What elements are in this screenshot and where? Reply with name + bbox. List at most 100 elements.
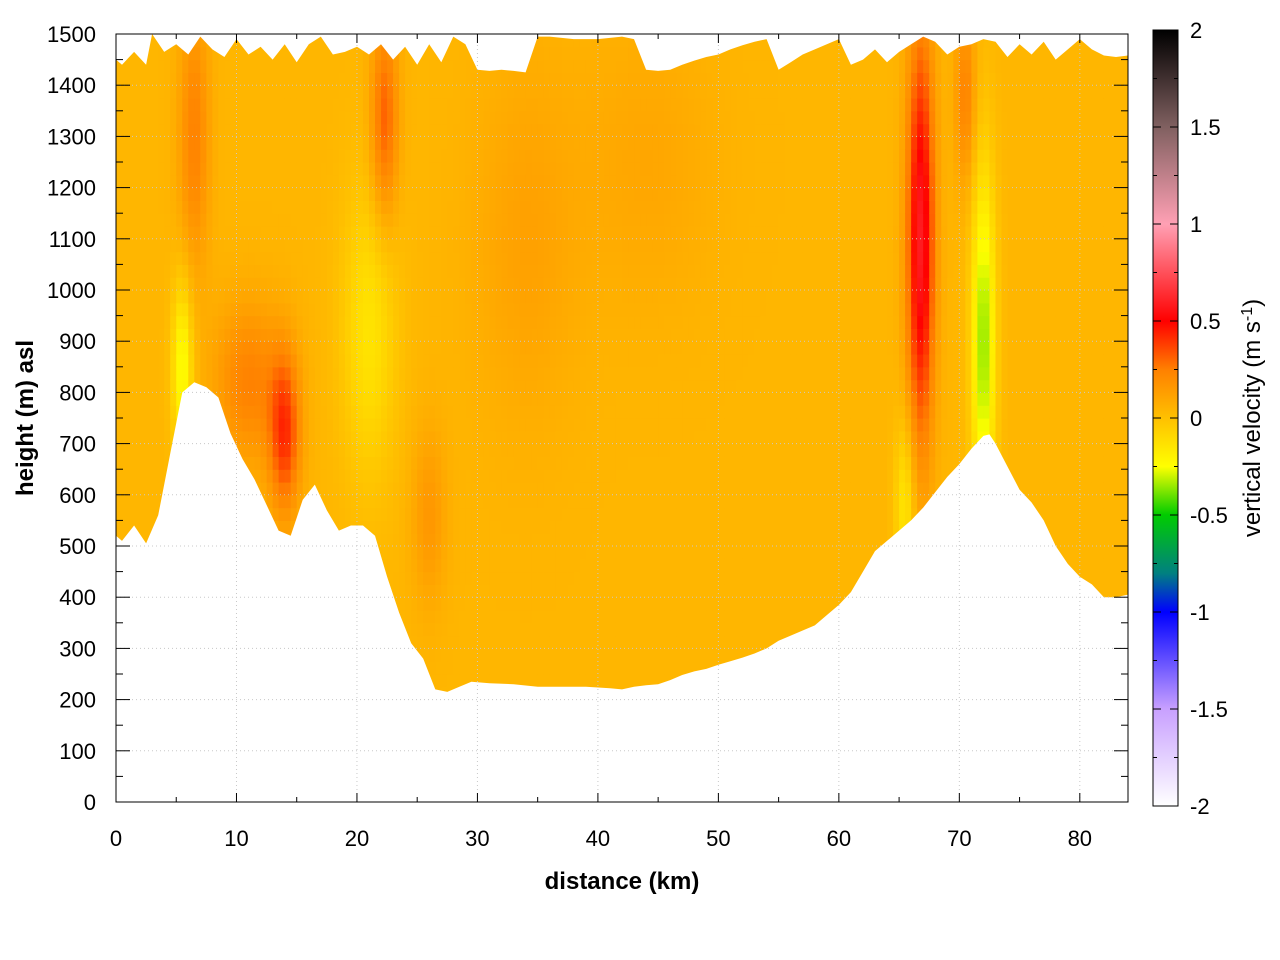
heat-cell	[519, 315, 527, 329]
heat-cell	[603, 123, 611, 137]
heat-cell	[459, 277, 466, 291]
heat-cell	[393, 571, 400, 585]
heat-cell	[146, 302, 153, 317]
heat-cell	[567, 469, 575, 483]
heat-cell	[344, 341, 352, 355]
heat-cell	[561, 418, 569, 432]
heat-cell	[369, 264, 376, 278]
heat-cell	[507, 610, 515, 624]
heat-cell	[188, 328, 195, 342]
heat-cell	[332, 494, 340, 509]
heat-cell	[597, 187, 605, 201]
heat-cell	[140, 366, 147, 381]
heat-cell	[525, 622, 533, 637]
heat-cell	[489, 456, 497, 470]
heat-cell	[519, 85, 527, 99]
heat-cell	[561, 72, 569, 86]
heat-cell	[507, 533, 515, 547]
heat-cell	[441, 200, 448, 214]
heat-cell	[224, 418, 232, 432]
heat-cell	[453, 507, 460, 521]
heat-cell	[489, 213, 497, 227]
heat-cell	[603, 456, 611, 470]
heat-cell	[278, 149, 286, 163]
heat-cell	[399, 123, 406, 137]
heat-cell	[471, 469, 479, 483]
heat-cell	[248, 238, 256, 253]
heat-cell	[146, 46, 153, 61]
heat-cell	[585, 354, 593, 368]
heat-cell	[459, 443, 466, 457]
heat-cell	[314, 123, 322, 137]
heat-cell	[579, 392, 587, 406]
heat-cell	[459, 98, 466, 112]
heat-cell	[308, 59, 316, 73]
heat-cell	[326, 149, 334, 163]
heat-cell	[236, 110, 244, 125]
heat-cell	[302, 59, 310, 73]
heat-cell	[519, 72, 527, 86]
heat-cell	[399, 533, 406, 547]
heat-cell	[128, 277, 135, 291]
heat-cell	[152, 149, 159, 163]
heat-cell	[146, 315, 153, 329]
heat-cell	[591, 494, 599, 509]
heat-cell	[429, 354, 436, 368]
heat-cell	[579, 238, 587, 253]
heat-cell	[236, 341, 244, 355]
heat-cell	[573, 482, 581, 496]
heat-cell	[296, 226, 304, 240]
heat-cell	[585, 226, 593, 240]
heat-cell	[356, 507, 364, 521]
heat-cell	[338, 482, 346, 496]
heat-cell	[459, 162, 466, 176]
heat-cell	[465, 315, 472, 329]
heat-cell	[429, 443, 436, 457]
heat-cell	[134, 136, 141, 150]
heat-cell	[158, 149, 165, 163]
heat-cell	[290, 110, 298, 125]
heat-cell	[320, 302, 328, 317]
heat-cell	[429, 213, 436, 227]
heat-cell	[561, 34, 569, 48]
heat-cell	[356, 213, 364, 227]
heat-cell	[296, 72, 304, 86]
heat-cell	[447, 354, 454, 368]
heat-cell	[549, 469, 557, 483]
heat-cell	[501, 558, 509, 573]
heat-cell	[326, 328, 334, 342]
heat-cell	[399, 46, 406, 61]
heat-cell	[579, 98, 587, 112]
heat-cell	[585, 341, 593, 355]
heat-cell	[567, 366, 575, 381]
heat-cell	[182, 46, 189, 61]
heat-cell	[260, 366, 268, 381]
heat-cell	[507, 251, 515, 265]
heat-cell	[332, 226, 340, 240]
heat-cell	[489, 622, 497, 637]
heat-cell	[423, 341, 430, 355]
heat-cell	[248, 136, 256, 150]
heat-cell	[405, 494, 412, 509]
heat-cell	[417, 226, 424, 240]
heat-cell	[591, 136, 599, 150]
heat-cell	[326, 85, 334, 99]
heat-cell	[260, 443, 268, 457]
heat-cell	[549, 136, 557, 150]
heat-cell	[356, 136, 364, 150]
heat-cell	[435, 405, 442, 419]
heat-cell	[356, 482, 364, 496]
heat-cell	[302, 46, 310, 61]
heat-cell	[549, 354, 557, 368]
heat-cell	[375, 366, 382, 381]
heat-cell	[567, 610, 575, 624]
heat-cell	[423, 59, 430, 73]
heat-cell	[471, 379, 479, 393]
heat-cell	[128, 110, 135, 125]
heat-cell	[561, 341, 569, 355]
heat-cell	[585, 72, 593, 86]
heat-cell	[609, 162, 617, 176]
heat-cell	[381, 110, 388, 125]
heat-cell	[290, 200, 298, 214]
heat-cell	[302, 213, 310, 227]
